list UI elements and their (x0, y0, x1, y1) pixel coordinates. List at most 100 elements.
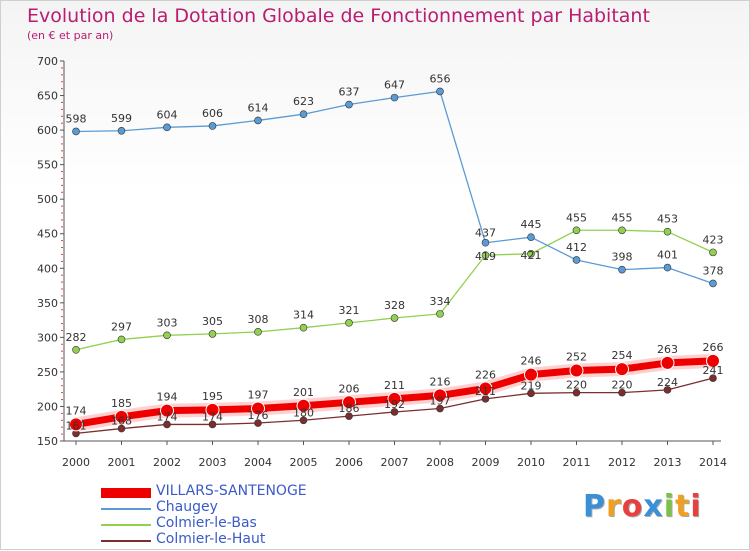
legend-swatch (101, 488, 151, 498)
data-label-colmier-haut: 192 (384, 398, 405, 411)
data-label-chaugey: 437 (475, 227, 496, 240)
data-label-chaugey: 599 (111, 112, 132, 125)
legend-label: Chaugey (156, 499, 218, 515)
data-label-colmier-haut: 174 (202, 410, 223, 423)
data-label-villars: 185 (111, 397, 132, 410)
x-tick-label: 2002 (153, 456, 181, 469)
data-point (569, 363, 584, 378)
data-label-colmier-bas: 455 (566, 211, 587, 224)
logo-letter: r (606, 489, 622, 524)
data-point (572, 256, 581, 264)
data-point (114, 409, 129, 424)
data-label-colmier-bas: 282 (66, 331, 87, 344)
data-label-colmier-haut: 176 (248, 409, 269, 422)
data-point (436, 87, 444, 96)
x-tick-label: 2014 (699, 456, 727, 469)
x-tick-label: 2006 (335, 456, 363, 469)
legend-swatch (101, 540, 151, 542)
legend-label: Colmier-le-Bas (156, 515, 257, 531)
data-label-colmier-haut: 211 (475, 385, 496, 398)
logo-letter: P (583, 489, 606, 524)
data-point (299, 416, 308, 425)
data-point (618, 388, 626, 397)
data-point (481, 251, 490, 259)
x-tick-label: 2000 (62, 456, 90, 469)
data-point (706, 353, 720, 368)
proxiti-logo: Proxiti (583, 489, 702, 524)
data-label-villars: 194 (157, 391, 178, 404)
logo-letter: i (663, 489, 676, 524)
y-tick-label: 250 (37, 366, 58, 379)
y-tick-label: 200 (37, 400, 58, 413)
data-label-colmier-bas: 455 (612, 211, 633, 224)
data-point (436, 310, 444, 318)
y-tick-label: 600 (37, 124, 58, 137)
data-point (345, 319, 353, 327)
data-label-colmier-haut: 220 (612, 379, 633, 392)
y-tick-label: 350 (37, 297, 58, 310)
series-line-colmier-le-bas (75, 229, 714, 351)
data-label-chaugey: 378 (703, 264, 724, 277)
data-label-colmier-bas: 314 (293, 309, 314, 322)
data-point (618, 226, 626, 235)
logo-letter: i (690, 489, 702, 524)
data-label-chaugey: 398 (612, 251, 633, 264)
data-point (527, 233, 535, 241)
x-tick-label: 2001 (108, 456, 136, 469)
data-point (709, 374, 717, 382)
y-tick-label: 550 (37, 159, 58, 172)
logo-letter: x (643, 489, 664, 524)
data-label-villars: 254 (612, 349, 633, 362)
data-point (527, 249, 535, 258)
data-label-chaugey: 637 (339, 86, 360, 99)
data-point (390, 314, 399, 322)
data-label-colmier-haut: 241 (703, 364, 724, 377)
data-label-colmier-haut: 186 (339, 402, 360, 415)
data-point (478, 381, 493, 396)
data-point (342, 395, 356, 410)
y-tick-label: 400 (37, 262, 58, 275)
data-point (390, 408, 399, 416)
logo-letter: t (675, 489, 691, 524)
data-label-colmier-haut: 168 (111, 415, 132, 428)
data-label-colmier-haut: 180 (293, 406, 314, 419)
x-tick-label: 2010 (517, 456, 545, 469)
data-label-villars: 266 (703, 341, 724, 354)
data-label-chaugey: 614 (248, 101, 269, 114)
data-label-chaugey: 647 (384, 79, 405, 92)
data-label-villars: 195 (202, 390, 223, 403)
data-label-villars: 206 (339, 382, 360, 395)
data-point (345, 100, 353, 109)
data-point (208, 122, 217, 130)
x-tick-label: 2007 (381, 456, 409, 469)
legend-swatch (101, 508, 151, 510)
data-label-colmier-haut: 197 (430, 395, 451, 408)
data-label-colmier-bas: 421 (521, 249, 542, 262)
data-point (527, 389, 535, 398)
data-label-colmier-bas: 305 (202, 315, 223, 328)
data-point (117, 424, 126, 433)
x-tick-label: 2003 (199, 456, 227, 469)
data-point (205, 402, 220, 417)
data-label-colmier-bas: 453 (657, 213, 678, 226)
y-tick-label: 650 (37, 90, 58, 103)
data-point (663, 227, 672, 236)
data-point (345, 412, 353, 420)
chart-subtitle: (en € et par an) (27, 29, 114, 42)
data-label-colmier-bas: 297 (111, 320, 132, 333)
data-label-colmier-haut: 174 (157, 410, 178, 423)
data-label-villars: 216 (430, 375, 451, 388)
data-label-villars: 263 (657, 343, 678, 356)
data-label-colmier-bas: 308 (248, 313, 269, 326)
data-point (709, 248, 717, 257)
data-label-colmier-bas: 303 (157, 316, 178, 329)
data-point (69, 417, 83, 432)
data-point (615, 362, 629, 377)
y-tick-label: 450 (37, 228, 58, 241)
data-label-chaugey: 401 (657, 249, 678, 262)
x-tick-label: 2011 (563, 456, 591, 469)
data-label-villars: 211 (384, 379, 405, 392)
y-tick-label: 500 (37, 193, 58, 206)
data-label-chaugey: 656 (430, 72, 451, 85)
data-point (117, 126, 126, 135)
